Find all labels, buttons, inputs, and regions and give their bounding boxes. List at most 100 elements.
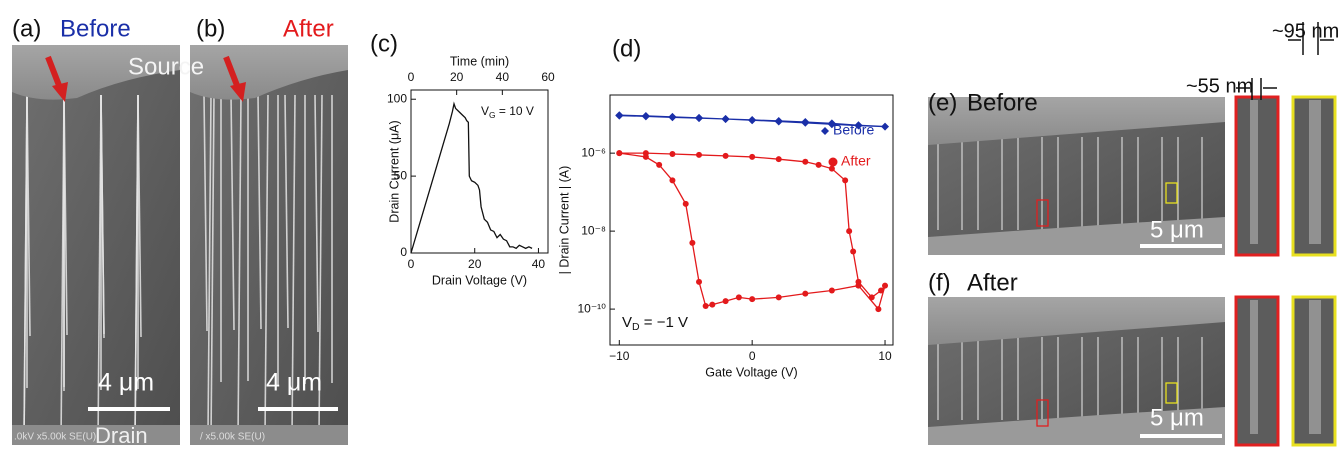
- electrode: [12, 425, 180, 445]
- width-markers: [1236, 22, 1334, 100]
- x2-tick-label: 60: [541, 70, 555, 84]
- panel-label: (a): [12, 15, 41, 42]
- marker: [878, 287, 885, 294]
- plot-frame: [609, 94, 894, 346]
- marker: [669, 177, 676, 184]
- panel-label: (c): [370, 30, 398, 57]
- nanowire: [264, 94, 269, 438]
- nanowire: [207, 94, 212, 435]
- x2-tick-label: 0: [408, 70, 415, 84]
- annotation-part: V: [481, 104, 489, 118]
- sem-image: [12, 45, 180, 445]
- marker: [642, 153, 649, 160]
- marker: [656, 161, 663, 168]
- x-tick-label: 10: [878, 349, 892, 363]
- annotation: VG = 10 V: [481, 104, 534, 120]
- arrow-head: [230, 82, 246, 102]
- nanowire: [203, 94, 208, 332]
- x2-tick-label: 40: [496, 70, 510, 84]
- x-axis-title: Drain Voltage (V): [432, 273, 527, 287]
- marker: [775, 294, 782, 301]
- x2-tick-label: 20: [450, 70, 464, 84]
- marker: [815, 161, 822, 168]
- nanowire: [284, 94, 289, 329]
- nanowire: [134, 94, 139, 446]
- arrow: [223, 55, 241, 90]
- inset-wire: [1250, 100, 1258, 244]
- electrode-label: Drain: [95, 423, 148, 448]
- width-label: ~55 nm: [1186, 75, 1253, 97]
- y-tick-label: 100: [387, 91, 407, 105]
- annotation-part: G: [489, 110, 496, 120]
- panel-title: Before: [967, 89, 1038, 116]
- marker: [722, 152, 729, 159]
- marker: [875, 306, 882, 313]
- marker-box: [1165, 182, 1178, 204]
- width-label: ~95 nm: [1272, 20, 1339, 42]
- y-tick-label: 10⁻⁸: [581, 223, 606, 237]
- marker: [828, 165, 835, 172]
- marker: [689, 239, 696, 246]
- electrode: [190, 425, 348, 445]
- sem-footer: .0kV x5.00k SE(U): [14, 432, 96, 443]
- sem-images: [12, 45, 1337, 447]
- marker: [749, 153, 756, 160]
- x-tick-label: 40: [532, 257, 546, 271]
- marker: [828, 287, 835, 294]
- x2-axis-title: Time (min): [450, 54, 509, 68]
- nanowire: [26, 94, 31, 337]
- marker: [749, 296, 756, 303]
- electrode-label: Source: [128, 53, 204, 80]
- marker: [696, 151, 703, 158]
- marker: [802, 290, 809, 297]
- x-tick-label: 0: [408, 257, 415, 271]
- panel-title: Before: [60, 15, 131, 42]
- marker: [735, 294, 742, 301]
- y-tick-label: 10⁻⁶: [581, 145, 606, 159]
- marker: [802, 158, 809, 165]
- panel-title: After: [283, 15, 334, 42]
- nanowire: [257, 94, 262, 330]
- marker: [775, 156, 782, 163]
- marker-box: [1165, 382, 1178, 404]
- marker: [709, 301, 716, 308]
- marker: [721, 115, 730, 124]
- marker: [774, 116, 783, 125]
- marker: [702, 303, 709, 310]
- nanowire: [318, 94, 323, 436]
- marker: [854, 121, 863, 130]
- annotation: VD = −1 V: [622, 314, 688, 333]
- marker: [846, 228, 853, 235]
- panel-label: (b): [196, 15, 225, 42]
- annotation-part: D: [632, 321, 640, 333]
- marker: [881, 122, 890, 131]
- marker: [868, 294, 875, 301]
- marker: [748, 115, 757, 124]
- x-axis-title: Gate Voltage (V): [705, 365, 797, 379]
- marker: [850, 248, 857, 255]
- nanowire: [23, 94, 28, 445]
- scale-label: 5 μm: [1150, 216, 1204, 243]
- nanowire: [210, 94, 215, 440]
- x-tick-label: 0: [749, 349, 756, 363]
- legend-marker: [828, 157, 838, 167]
- panel-label: (e): [928, 89, 957, 116]
- scale-label: 4 μm: [98, 369, 154, 397]
- nanowire: [237, 94, 242, 439]
- marker: [615, 111, 624, 120]
- sem-footer: / x5.00k SE(U): [200, 432, 265, 443]
- marker: [668, 113, 677, 122]
- nanowire: [137, 94, 142, 338]
- inset-wire: [1309, 300, 1321, 434]
- marker: [669, 151, 676, 158]
- electrode: [928, 297, 1225, 345]
- electrode: [928, 97, 1225, 145]
- plot-frame: [410, 89, 549, 254]
- marker: [616, 150, 623, 157]
- marker: [855, 282, 862, 289]
- marker: [722, 298, 729, 305]
- x-tick-label: −10: [609, 349, 630, 363]
- marker: [882, 282, 889, 289]
